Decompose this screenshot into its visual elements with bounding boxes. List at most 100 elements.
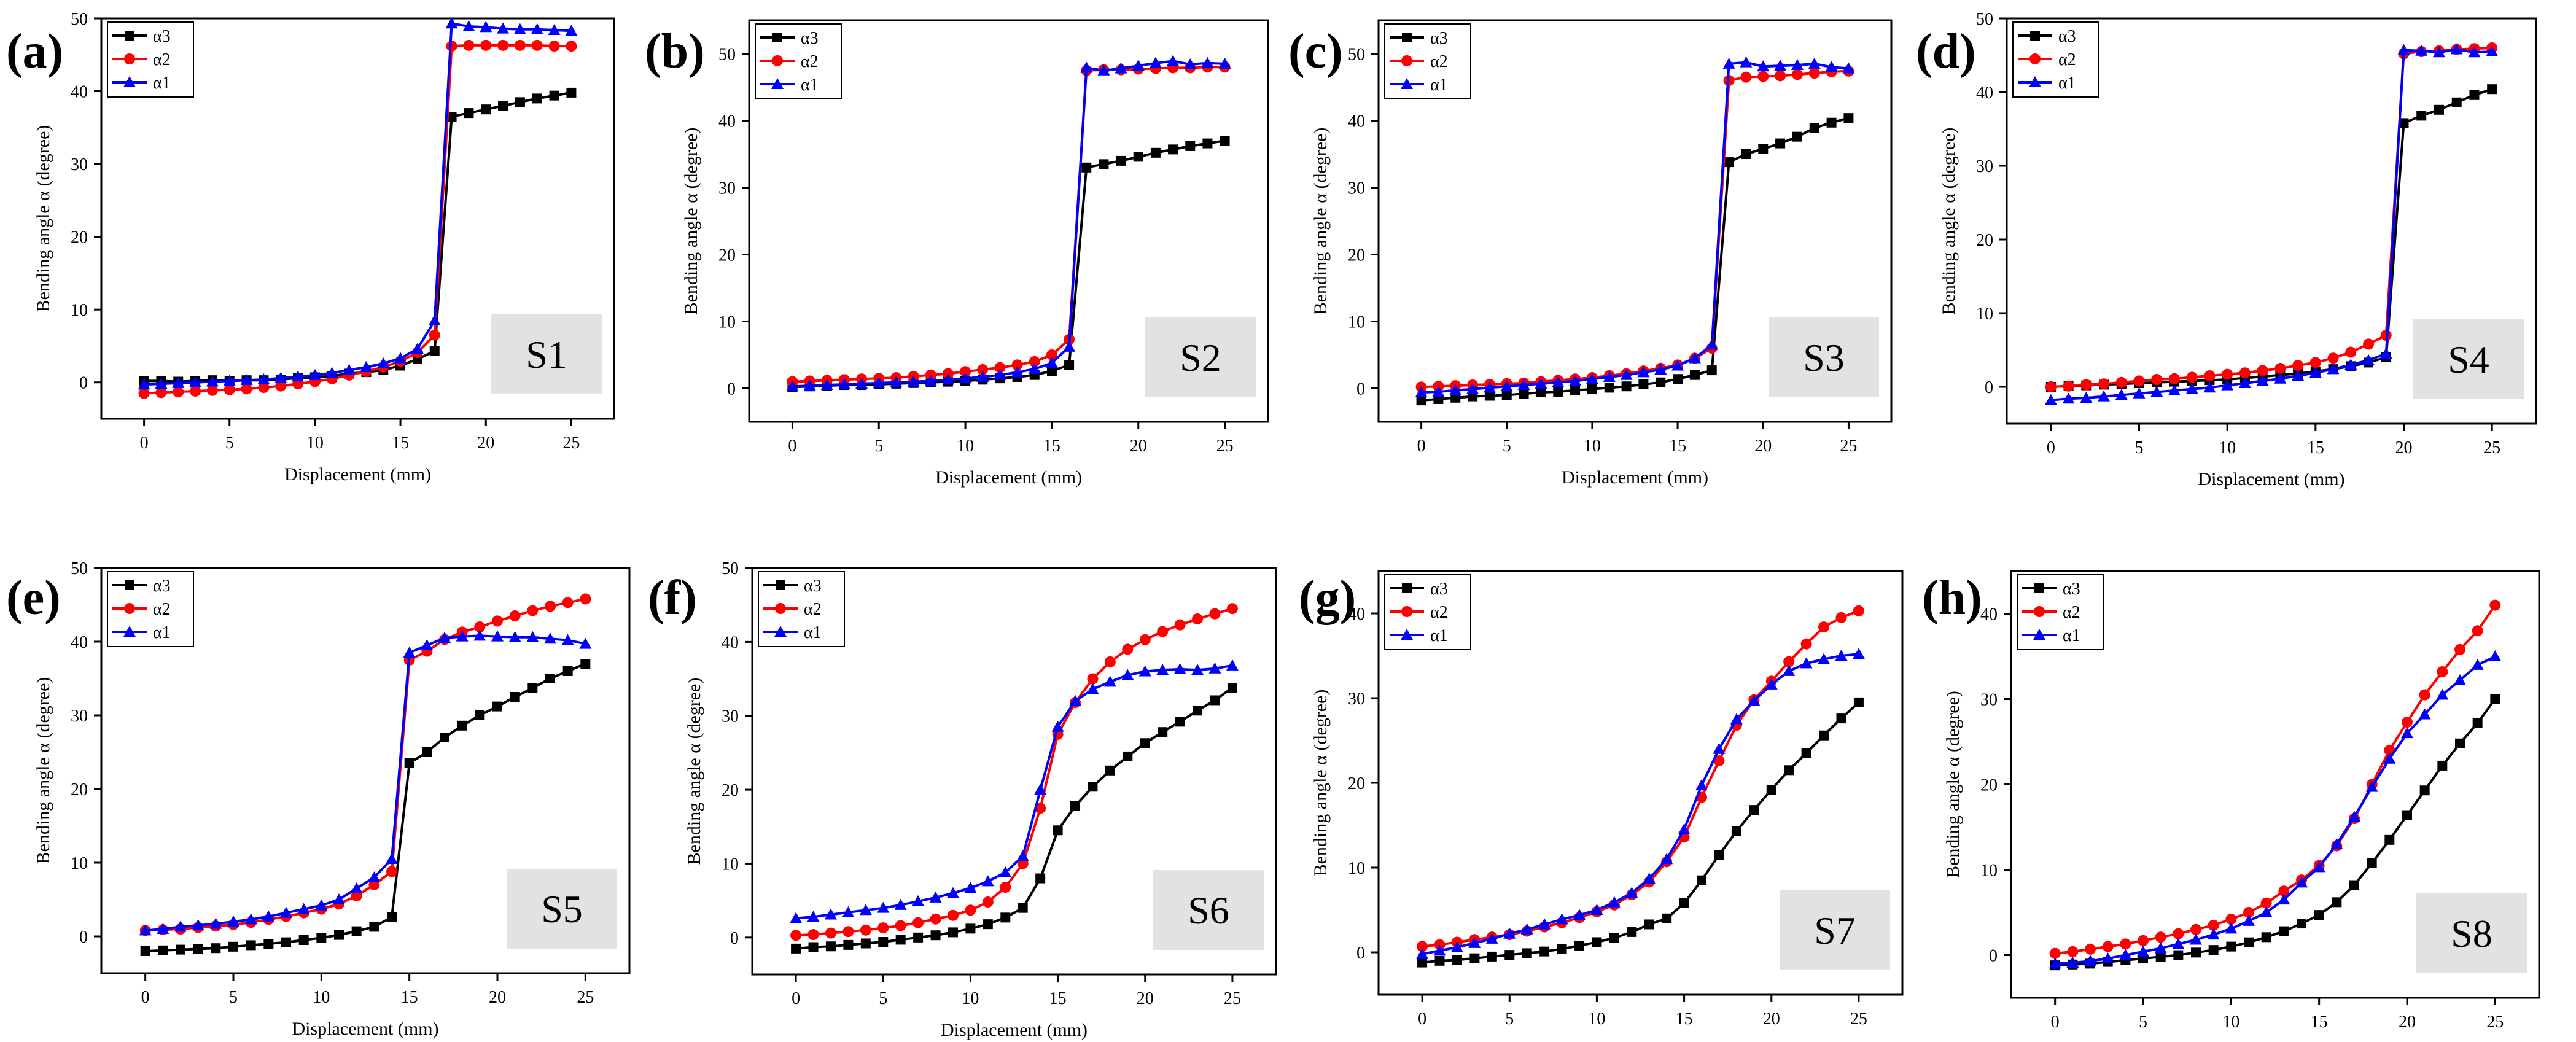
data-point (946, 887, 959, 898)
data-point (498, 101, 508, 111)
data-point (515, 97, 525, 107)
data-point (825, 941, 836, 952)
data-point (1539, 946, 1550, 957)
data-point (1697, 875, 1707, 885)
data-point (138, 387, 150, 399)
data-point (2469, 90, 2480, 100)
data-point (368, 871, 381, 882)
data-point (965, 923, 976, 934)
legend-marker (2034, 606, 2045, 617)
data-point (1139, 634, 1151, 645)
data-point (2327, 352, 2339, 364)
legend-marker (2030, 31, 2040, 41)
y-tick-label: 10 (71, 854, 88, 873)
data-point (2278, 893, 2290, 905)
x-tick-label: 0 (2051, 1013, 2060, 1032)
data-point (1168, 144, 1178, 155)
data-point (514, 39, 526, 51)
data-point (941, 373, 954, 385)
data-point (387, 912, 397, 922)
data-point (1826, 117, 1837, 128)
x-axis-title: Displacement (mm) (292, 1019, 438, 1039)
data-point (1678, 823, 1691, 834)
data-point (2172, 938, 2185, 949)
data-point (298, 935, 309, 945)
data-point (912, 895, 925, 906)
data-point (877, 901, 890, 913)
data-point (492, 701, 502, 712)
legend-label: α2 (2058, 50, 2076, 69)
data-point (1555, 913, 1568, 925)
data-point (2489, 599, 2501, 611)
series-α1 (2044, 43, 2499, 405)
data-point (2434, 104, 2444, 115)
y-tick-label: 0 (1356, 944, 1365, 963)
data-point (2133, 375, 2145, 387)
sample-label: S1 (526, 333, 567, 376)
data-point (842, 906, 855, 917)
data-point (1758, 144, 1769, 154)
data-point (895, 920, 906, 931)
data-point (2437, 666, 2448, 678)
data-point (1046, 349, 1057, 360)
data-point (2365, 780, 2378, 792)
panel-h: (h)S80510152025010203040Displacement (mm… (1922, 570, 2540, 1032)
data-point (548, 23, 561, 35)
y-tick-label: 50 (71, 559, 88, 578)
legend-label: α1 (1430, 626, 1448, 645)
data-point (566, 41, 577, 52)
data-point (464, 108, 474, 119)
legend-marker (1401, 55, 1412, 66)
data-point (912, 917, 924, 928)
data-point (1226, 603, 1238, 615)
data-point (1656, 377, 1666, 387)
data-point (1104, 656, 1116, 667)
data-point (1843, 113, 1854, 123)
data-point (1587, 384, 1597, 394)
data-point (173, 386, 184, 398)
data-point (1105, 765, 1115, 776)
data-point (1035, 803, 1046, 814)
data-point (1434, 955, 1445, 966)
data-point (1501, 390, 1512, 400)
data-point (2049, 957, 2061, 969)
data-point (1552, 376, 1565, 387)
y-tick-label: 40 (722, 633, 739, 652)
data-point (2332, 897, 2342, 908)
data-point (873, 376, 885, 388)
data-point (1722, 57, 1735, 69)
data-point (1086, 683, 1099, 694)
data-point (138, 378, 150, 390)
data-point (1783, 656, 1795, 667)
data-point (808, 942, 819, 952)
y-tick-label: 20 (718, 246, 736, 265)
y-tick-label: 40 (1980, 605, 1998, 624)
sample-label: S6 (1188, 888, 1229, 932)
legend-label: α1 (2058, 74, 2076, 93)
data-point (297, 903, 310, 914)
data-point (292, 370, 305, 382)
data-point (1158, 727, 1168, 737)
y-axis-title: Bending angle α (degree) (1310, 128, 1331, 315)
data-point (527, 683, 538, 693)
data-point (924, 375, 937, 386)
data-point (1842, 62, 1855, 74)
data-point (174, 920, 187, 932)
data-point (1836, 713, 1846, 724)
data-point (2207, 928, 2220, 940)
y-tick-label: 0 (730, 929, 739, 948)
data-point (1157, 626, 1169, 637)
data-point (930, 930, 941, 941)
data-point (462, 20, 475, 32)
data-point (1220, 136, 1230, 146)
data-point (1103, 675, 1116, 687)
data-point (1557, 944, 1567, 954)
y-tick-label: 10 (1976, 305, 1993, 324)
data-point (824, 908, 837, 920)
data-point (1724, 157, 1734, 168)
data-point (959, 372, 972, 384)
data-point (211, 943, 221, 954)
legend-label: α2 (153, 600, 171, 619)
data-point (1775, 138, 1786, 149)
series-α1 (1416, 648, 1865, 959)
